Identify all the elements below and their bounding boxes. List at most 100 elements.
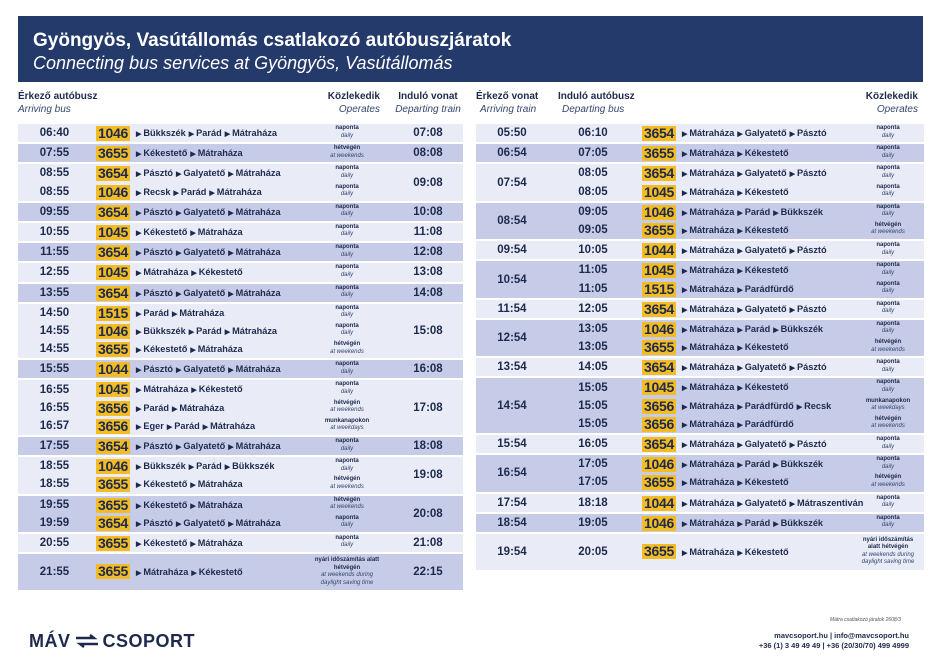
operates-hu: munkanapokon bbox=[324, 417, 370, 424]
bus-route: ▶ Mátraháza ▶ Kékestető bbox=[679, 473, 789, 491]
train-arrival-time: 08:54 bbox=[497, 214, 527, 227]
route-arrow-icon: ▶ bbox=[773, 520, 779, 528]
table-row: 12:55 1045 ▶ Mátraháza ▶ Kékestető naponta dail… bbox=[18, 263, 463, 281]
route-arrow-icon: ▶ bbox=[188, 328, 195, 336]
bus-route: ▶ Pásztó ▶ Galyatető ▶ Mátraháza bbox=[133, 437, 281, 455]
train-departure-time: 14:08 bbox=[413, 286, 443, 299]
connection-group: 19:05 1046 ▶ Mátraháza ▶ Parád ▶ Bükkszék napont… bbox=[476, 511, 924, 532]
bus-departure-time: 10:05 bbox=[578, 244, 608, 257]
connection-group: 06:40 1046 ▶ Bükkszék ▶ Parád ▶ Mátraháza napont… bbox=[18, 122, 463, 143]
operates-note: naponta daily bbox=[313, 204, 381, 219]
bus-line-badge: 1044 bbox=[642, 495, 676, 511]
route-arrow-icon: ▶ bbox=[682, 189, 688, 197]
route-stop: Mátraháza bbox=[689, 418, 735, 429]
table-row: 14:05 3654 ▶ Mátraháza ▶ Galyatető ▶ Pásztó napo… bbox=[476, 358, 924, 376]
route-arrow-icon: ▶ bbox=[682, 268, 688, 276]
operates-en: daily bbox=[340, 231, 354, 238]
bus-route: ▶ Mátraháza ▶ Parád ▶ Bükkszék bbox=[679, 203, 823, 221]
table-body: 06:40 1046 ▶ Bükkszék ▶ Parád ▶ Mátraháza napont… bbox=[18, 122, 463, 591]
route-arrow-icon: ▶ bbox=[737, 131, 743, 138]
connection-group: 12:55 1045 ▶ Mátraháza ▶ Kékestető naponta dail… bbox=[18, 261, 463, 282]
route-stop: Kékestető bbox=[744, 186, 789, 197]
table-row: 06:10 3654 ▶ Mátraháza ▶ Galyatető ▶ Pásztó napo… bbox=[476, 124, 924, 142]
train-departure-time: 18:08 bbox=[413, 440, 443, 453]
route-arrow-icon: ▶ bbox=[682, 248, 688, 256]
route-stop: Mátraháza bbox=[143, 567, 189, 578]
bus-route: ▶ Mátraháza ▶ Kékestető bbox=[679, 221, 789, 239]
route-stop: Mátraháza bbox=[197, 537, 243, 548]
bus-departure-time: 16:05 bbox=[578, 438, 608, 451]
bus-line-badge: 3656 bbox=[642, 398, 676, 414]
table-row: 10:55 1045 ▶ Kékestető ▶ Mátraháza naponta dail… bbox=[18, 223, 463, 241]
route-stop: Parád bbox=[744, 206, 771, 217]
operates-en: daily bbox=[340, 542, 354, 549]
bus-departure-time: 18:18 bbox=[578, 496, 608, 509]
bus-line-badge: 1046 bbox=[96, 459, 130, 475]
connection-group: 17:05 1046 ▶ Mátraháza ▶ Parád ▶ Bükkszék napont… bbox=[476, 453, 924, 492]
route-stop: Parád bbox=[180, 186, 207, 197]
route-arrow-icon: ▶ bbox=[682, 520, 688, 528]
operates-note: nyári időszámítás alatt hétvégén at weeke… bbox=[858, 537, 918, 567]
operates-hu: naponta bbox=[335, 514, 359, 521]
connection-group: 20:05 3655 ▶ Mátraháza ▶ Kékestető nyári idősz… bbox=[476, 531, 924, 570]
arrival-time: 08:55 bbox=[39, 167, 70, 180]
route-stop: Mátraháza bbox=[689, 265, 735, 276]
connection-group: 14:50 1515 ▶ Parád ▶ Mátraháza naponta daily 14:… bbox=[18, 301, 463, 359]
route-arrow-icon: ▶ bbox=[176, 250, 182, 258]
operates-en: at weekdays bbox=[330, 425, 364, 432]
route-arrow-icon: ▶ bbox=[773, 326, 779, 334]
operates-hu: hétvégén bbox=[333, 476, 361, 483]
table-row: 12:05 3654 ▶ Mátraháza ▶ Galyatető ▶ Pásztó napo… bbox=[476, 300, 924, 318]
contact-phone[interactable]: +36 (1) 3 49 49 49 | +36 (20/30/70) 499 … bbox=[758, 641, 909, 650]
train-arrival-time: 14:54 bbox=[497, 399, 527, 412]
operates-hu: naponta bbox=[335, 203, 359, 210]
operates-en: daily bbox=[340, 312, 354, 319]
operates-note: naponta daily bbox=[313, 224, 381, 239]
operates-note: munkanapokon at weekdays bbox=[313, 418, 381, 433]
connection-group: 20:55 3655 ▶ Kékestető ▶ Mátraháza naponta dail… bbox=[18, 531, 463, 553]
header-label-en: Departing train bbox=[395, 104, 461, 115]
route-arrow-icon: ▶ bbox=[136, 405, 142, 413]
bus-line-badge: 1046 bbox=[642, 457, 676, 473]
operates-en: daily bbox=[881, 308, 895, 315]
route-stop: Mátraháza bbox=[197, 479, 243, 490]
route-stop: Galyatető bbox=[183, 206, 226, 217]
bus-route: ▶ Mátraháza ▶ Kékestető bbox=[679, 543, 789, 561]
route-stop: Kékestető bbox=[143, 148, 188, 159]
operates-en: daily bbox=[340, 191, 354, 198]
contact-web-email[interactable]: mavcsoport.hu | info@mavcsoport.hu bbox=[774, 631, 909, 640]
operates-en: daily bbox=[881, 211, 895, 218]
route-arrow-icon: ▶ bbox=[136, 444, 142, 451]
bus-line-badge: 3654 bbox=[96, 166, 130, 182]
bus-departure-time: 07:05 bbox=[578, 147, 608, 160]
arrival-time: 14:55 bbox=[39, 343, 70, 356]
operates-hu: naponta bbox=[876, 203, 900, 210]
bus-route: ▶ Pásztó ▶ Galyatető ▶ Mátraháza bbox=[133, 243, 281, 261]
bus-line-badge: 1046 bbox=[642, 321, 676, 337]
operates-en: daily bbox=[340, 211, 354, 218]
operates-hu: naponta bbox=[335, 223, 359, 230]
route-stop: Mátraháza bbox=[689, 382, 735, 393]
arrival-time: 19:59 bbox=[39, 516, 70, 529]
bus-route: ▶ Kékestető ▶ Mátraháza bbox=[133, 475, 243, 493]
route-stop: Galyatető bbox=[183, 517, 226, 528]
operates-hu: hétvégén bbox=[874, 339, 902, 346]
route-arrow-icon: ▶ bbox=[789, 131, 795, 138]
table-row: 08:05 3654 ▶ Mátraháza ▶ Galyatető ▶ Pásztó napo… bbox=[476, 164, 924, 182]
bus-departure-time: 19:05 bbox=[578, 516, 608, 529]
arrival-time: 06:40 bbox=[39, 127, 70, 140]
route-arrow-icon: ▶ bbox=[682, 385, 688, 393]
operates-note: naponta daily bbox=[858, 125, 918, 140]
operates-hu: naponta bbox=[876, 379, 900, 386]
route-stop: Bükkszék bbox=[780, 323, 824, 334]
page-title: Gyöngyös, Vasútállomás csatlakozó autóbu… bbox=[33, 30, 512, 51]
operates-en: at weekends bbox=[330, 407, 364, 414]
route-arrow-icon: ▶ bbox=[682, 421, 688, 429]
operates-en: daily bbox=[881, 502, 895, 509]
departing-train-header: Induló vonat Departing train bbox=[390, 91, 466, 116]
route-stop: Recsk bbox=[143, 186, 171, 197]
train-departure-time: 17:08 bbox=[413, 401, 443, 414]
operates-note: naponta daily bbox=[313, 438, 381, 453]
operates-hu: hétvégén bbox=[333, 145, 361, 152]
route-stop: Mátraszentiván bbox=[796, 497, 864, 508]
